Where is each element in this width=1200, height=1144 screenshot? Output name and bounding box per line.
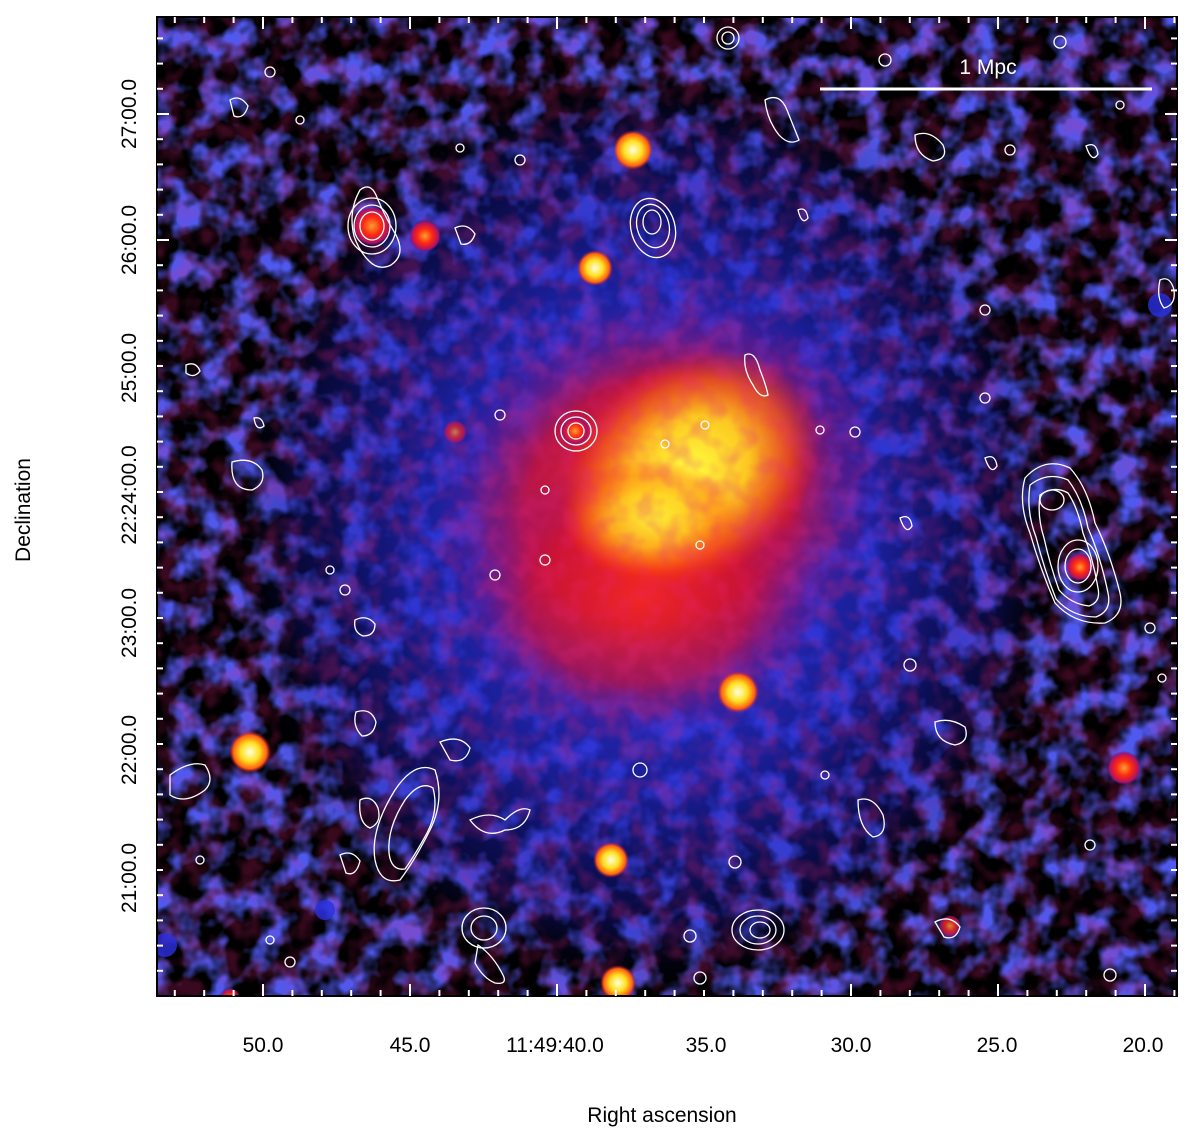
xray-point-sources (157, 130, 1172, 996)
contour-southwest-complex (339, 766, 440, 882)
x-tick-label: 45.0 (390, 1034, 431, 1057)
y-tick-label: 27:00.0 (118, 79, 141, 149)
x-axis-title: Right ascension (587, 1104, 736, 1127)
y-tick-label: 22:00.0 (118, 715, 141, 785)
contour-west-sources (169, 97, 531, 834)
contour-source-top (716, 26, 740, 50)
contour-small-noise (195, 35, 1167, 985)
y-tick-label: 25:00.0 (118, 333, 141, 403)
contour-source-north (629, 197, 677, 259)
x-tick-label: 50.0 (243, 1034, 284, 1057)
y-tick-label: 23:00.0 (118, 588, 141, 658)
x-tick-label: 25.0 (977, 1034, 1018, 1057)
contour-source-ne-bright (347, 186, 401, 268)
diffuse-cluster-emission (157, 17, 1177, 996)
tick-marks (157, 17, 1177, 996)
x-tick-label: 30.0 (831, 1034, 872, 1057)
contour-east-sources (744, 96, 1175, 939)
y-tick-labels: 27:00.0 26:00.0 25:00.0 22:24:00.0 23:00… (118, 79, 141, 913)
x-tick-label: 35.0 (686, 1034, 727, 1057)
contour-radio-relic (1021, 463, 1122, 624)
plot-frame (156, 16, 1178, 997)
x-tick-labels: 50.0 45.0 11:49:40.0 35.0 30.0 25.0 20.0 (243, 1034, 1164, 1057)
image-panel: 1 Mpc (157, 17, 1177, 996)
y-axis-title: Declination (12, 458, 35, 562)
y-tick-label: 22:24:00.0 (118, 445, 141, 544)
x-tick-label: 20.0 (1123, 1034, 1164, 1057)
radio-contours (169, 26, 1175, 985)
y-tick-label: 21:00.0 (118, 843, 141, 913)
y-tick-label: 26:00.0 (118, 205, 141, 275)
scale-bar: 1 Mpc (820, 56, 1152, 91)
contour-source-south (461, 907, 785, 984)
scale-bar-label: 1 Mpc (959, 56, 1016, 79)
contour-source-center-west (554, 410, 598, 452)
x-tick-label: 11:49:40.0 (506, 1034, 604, 1057)
